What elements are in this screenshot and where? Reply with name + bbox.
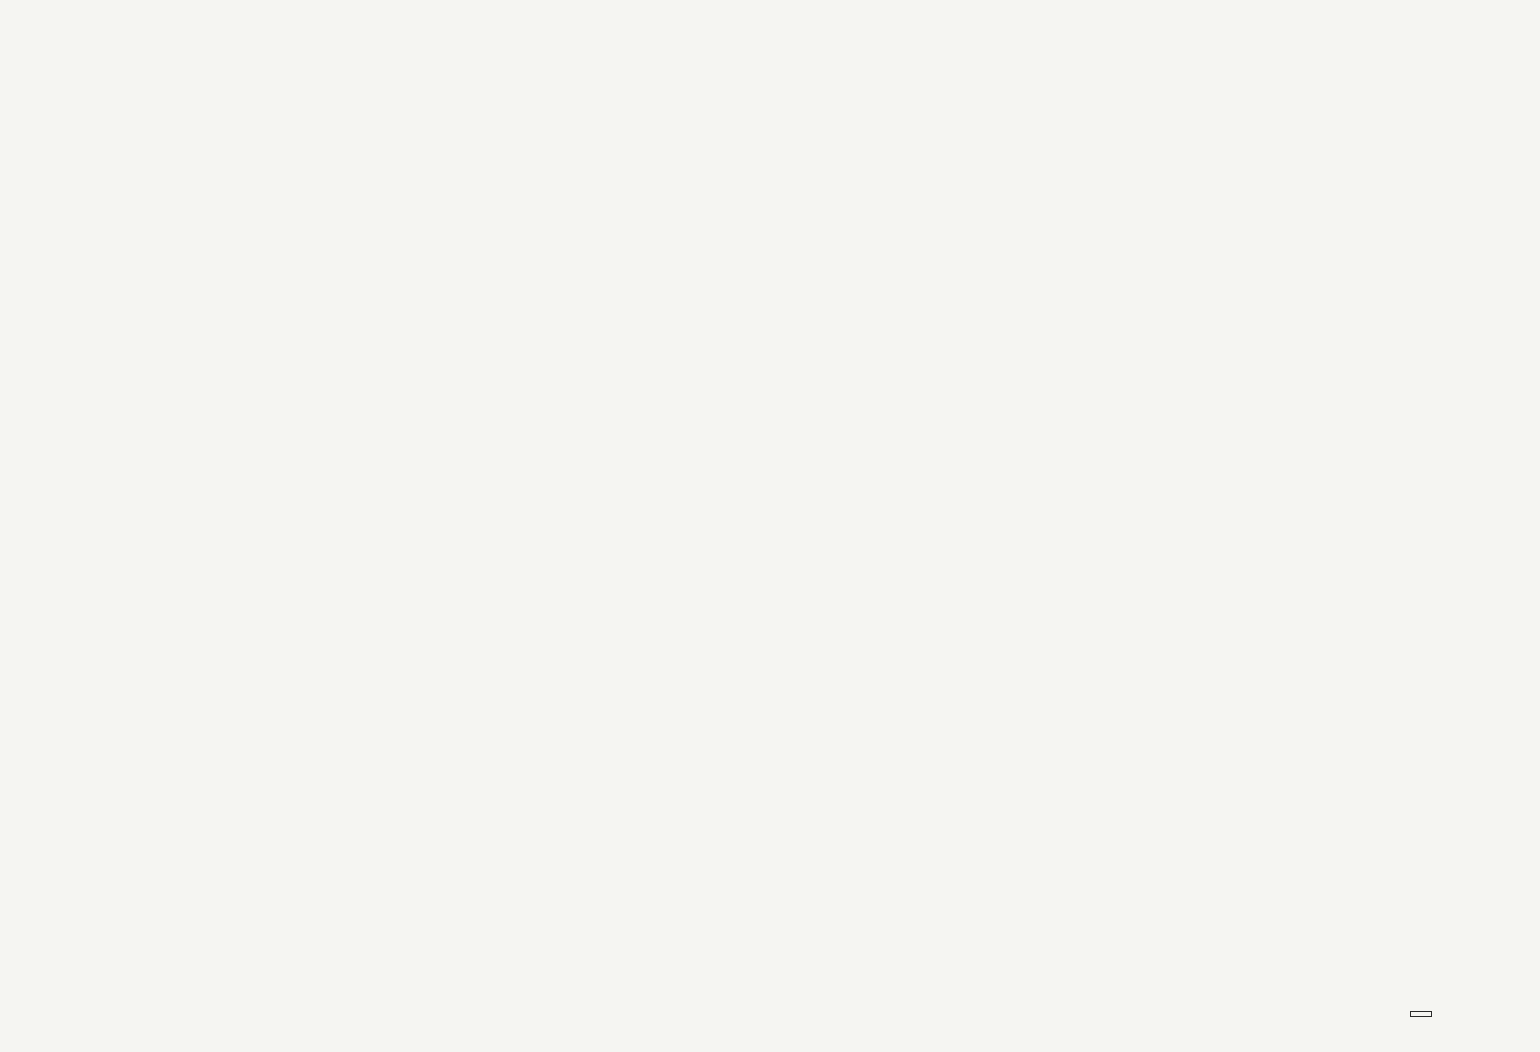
- ecg-paper: [0, 262, 1540, 1012]
- ecg-header: [0, 0, 1540, 214]
- calibration-footer: [1369, 1005, 1440, 1022]
- filter-setting: [1410, 1011, 1432, 1017]
